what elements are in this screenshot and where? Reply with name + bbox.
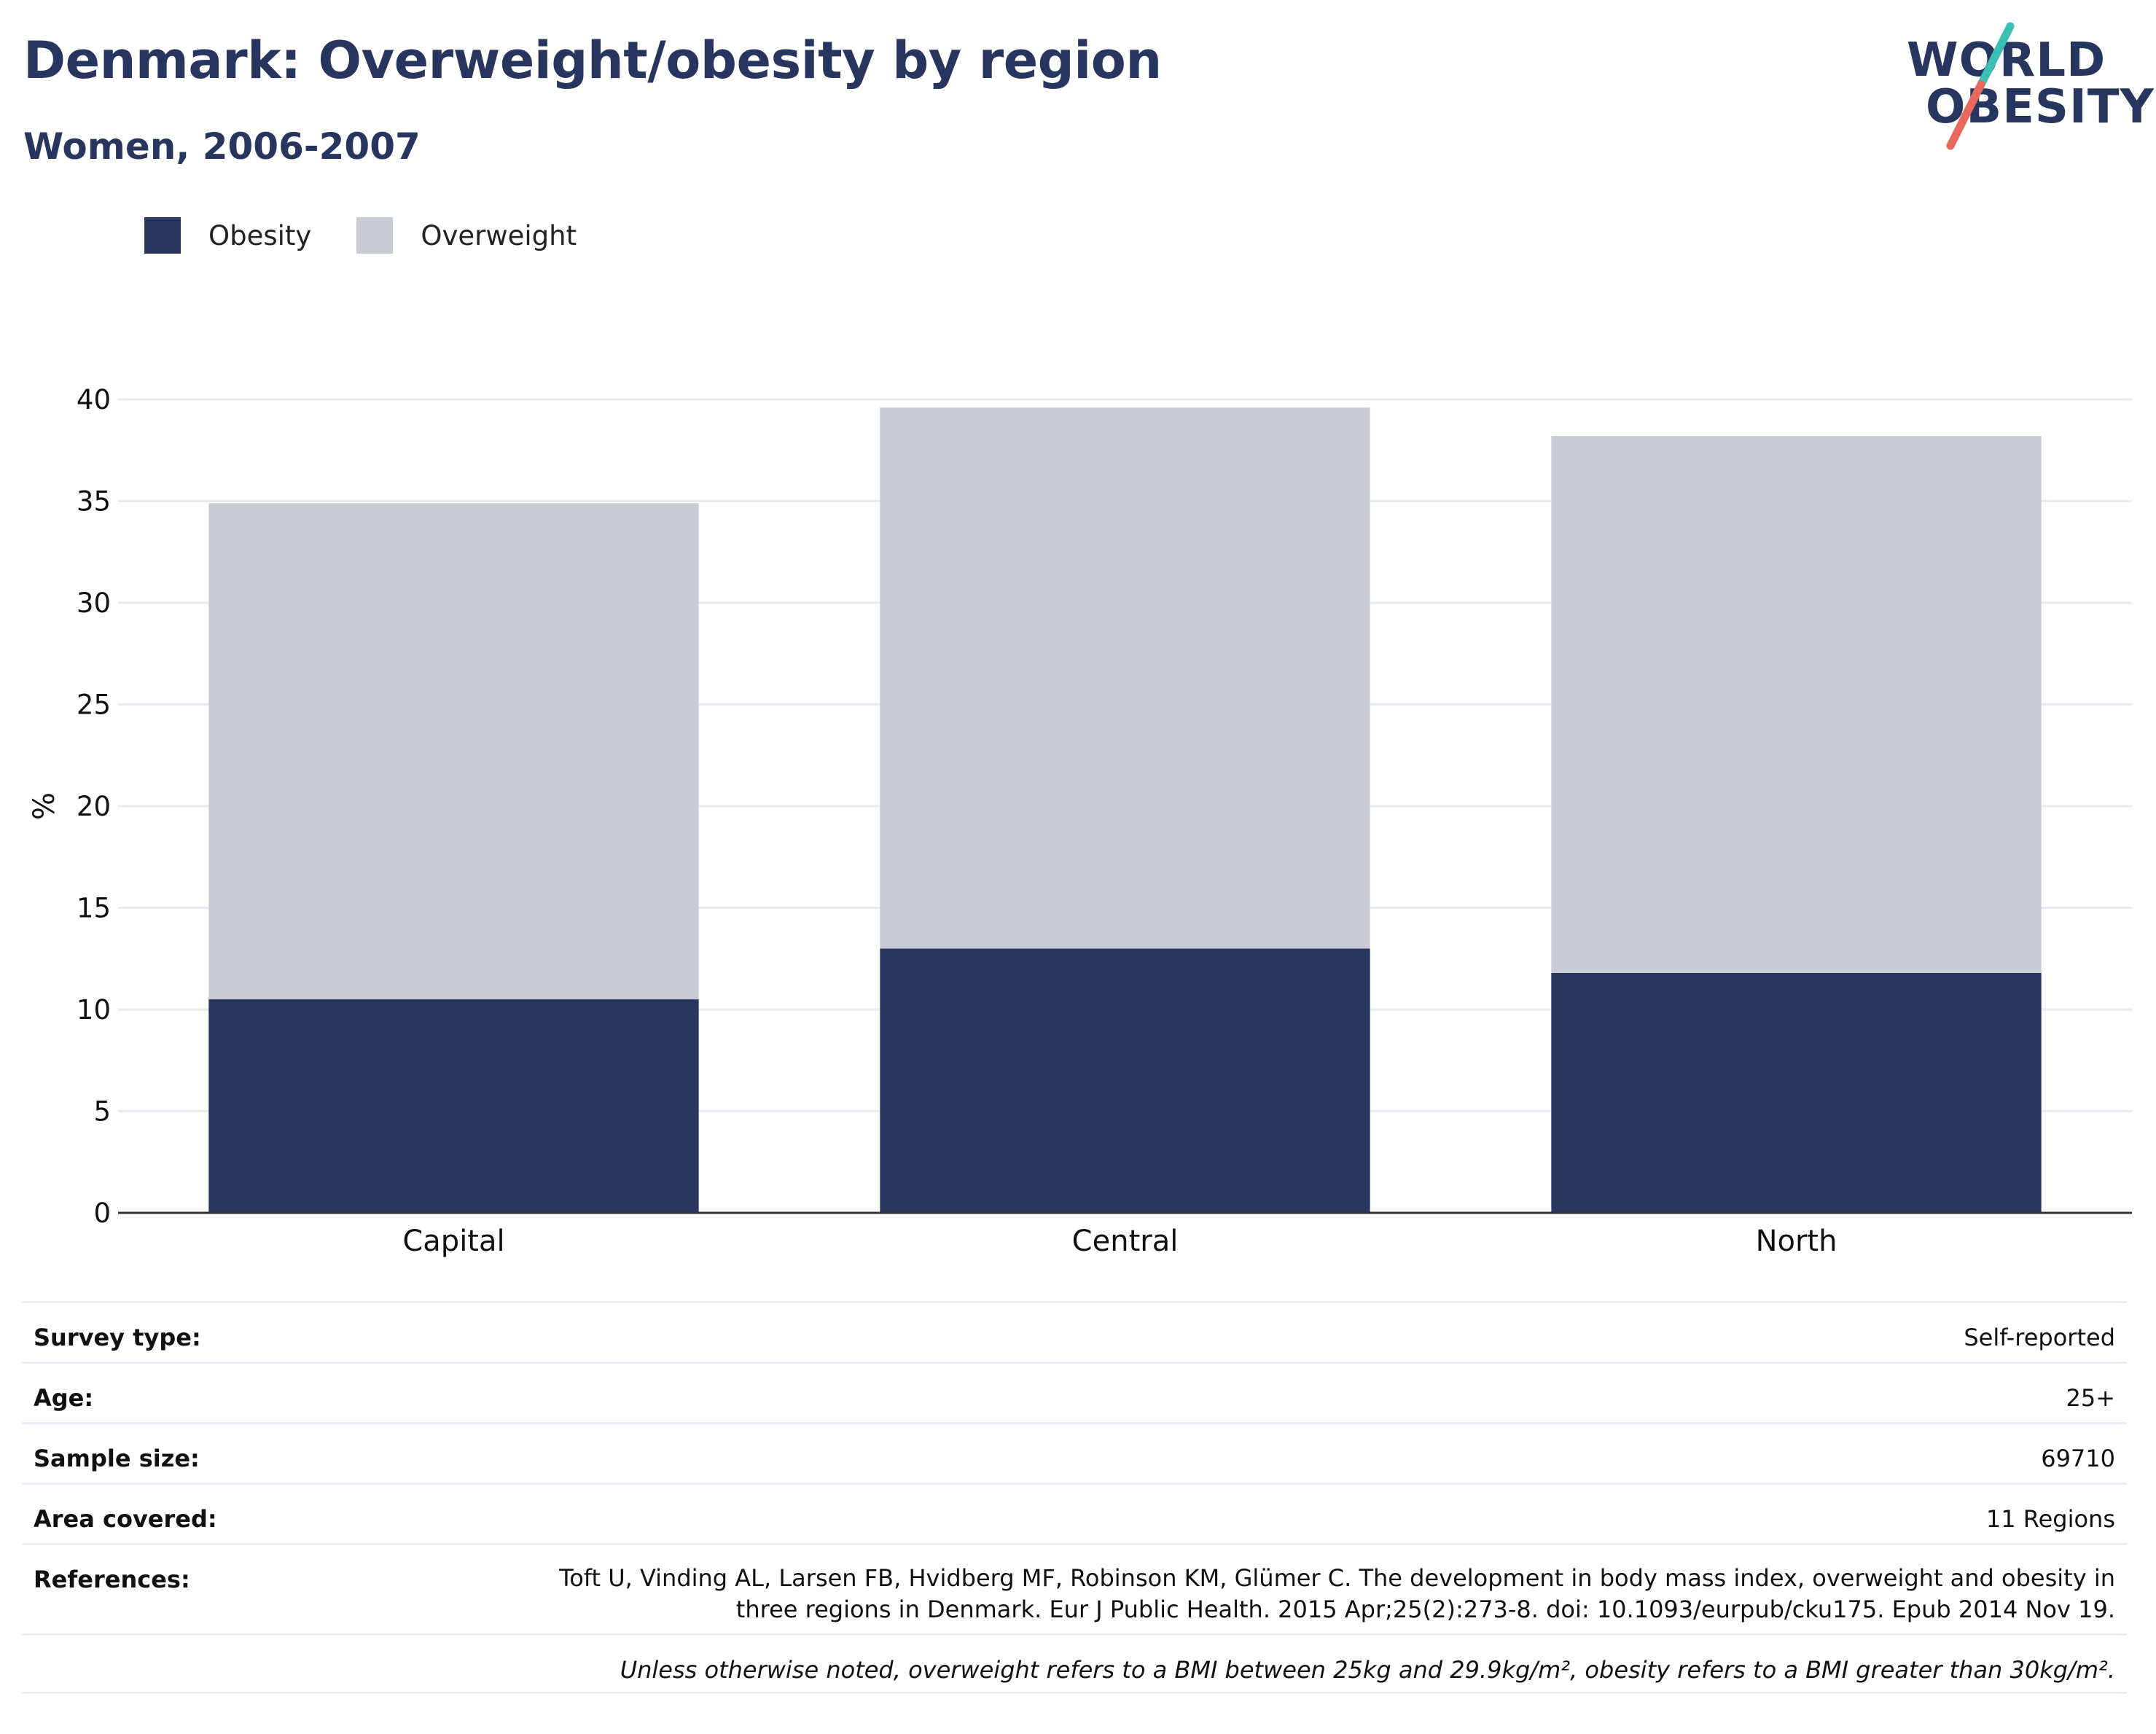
y-tick-label: 40 bbox=[77, 384, 111, 415]
info-label: Age: bbox=[34, 1384, 94, 1412]
bar-overweight-central bbox=[880, 407, 1370, 949]
info-label: Survey type: bbox=[34, 1324, 201, 1351]
legend-label-obesity: Obesity bbox=[208, 219, 312, 251]
world-obesity-logo: WORLD OBESITY bbox=[1895, 22, 2154, 153]
info-row-note: Unless otherwise noted, overweight refer… bbox=[22, 1633, 2127, 1694]
info-row-references: References: Toft U, Vinding AL, Larsen F… bbox=[22, 1543, 2127, 1633]
y-tick-label: 5 bbox=[93, 1096, 111, 1128]
info-value: 25+ bbox=[2066, 1384, 2115, 1412]
y-axis-label: % bbox=[28, 792, 61, 820]
page-subtitle: Women, 2006-2007 bbox=[23, 125, 421, 168]
legend-item-obesity[interactable]: Obesity bbox=[144, 217, 311, 254]
bar-overweight-north bbox=[1551, 436, 2042, 973]
stacked-bar-chart: 0 5 10 15 20 25 30 35 40% Capital Central North bbox=[28, 384, 2132, 1258]
bmi-definition-note: Unless otherwise noted, overweight refer… bbox=[620, 1656, 2115, 1684]
info-row-age: Age: 25+ bbox=[22, 1362, 2127, 1422]
legend-swatch-overweight bbox=[356, 217, 394, 254]
info-row-area-covered: Area covered: 11 Regions bbox=[22, 1483, 2127, 1543]
legend-item-overweight[interactable]: Overweight bbox=[356, 217, 577, 254]
x-tick-label: Central bbox=[1072, 1225, 1179, 1258]
info-label: Area covered: bbox=[34, 1505, 217, 1533]
bar-obesity-central bbox=[880, 948, 1370, 1213]
y-tick-label: 25 bbox=[77, 690, 111, 721]
legend-label-overweight: Overweight bbox=[421, 219, 577, 251]
y-tick-label: 0 bbox=[93, 1198, 111, 1229]
y-tick-label: 35 bbox=[77, 486, 111, 518]
x-tick-label: Capital bbox=[402, 1225, 504, 1258]
bar-obesity-north bbox=[1551, 972, 2042, 1213]
slash-logo-icon bbox=[1946, 22, 2015, 150]
bar-overweight-capital bbox=[208, 503, 699, 1000]
bar-obesity-capital bbox=[208, 999, 699, 1213]
info-value: Self-reported bbox=[1964, 1324, 2115, 1351]
info-row-sample-size: Sample size: 69710 bbox=[22, 1422, 2127, 1483]
info-row-survey-type: Survey type: Self-reported bbox=[22, 1301, 2127, 1362]
x-tick-label: North bbox=[1756, 1225, 1837, 1258]
y-tick-label: 15 bbox=[77, 893, 111, 924]
chart-legend: Obesity Overweight bbox=[144, 217, 622, 254]
legend-swatch-obesity bbox=[144, 217, 181, 254]
y-tick-label: 10 bbox=[77, 994, 111, 1026]
page-title: Denmark: Overweight/obesity by region bbox=[23, 31, 1162, 90]
references-text: Toft U, Vinding AL, Larsen FB, Hvidberg … bbox=[559, 1564, 2115, 1623]
y-tick-label: 30 bbox=[77, 587, 111, 619]
info-label: References: bbox=[34, 1566, 190, 1593]
info-value: 69710 bbox=[2041, 1445, 2115, 1472]
survey-info-table: Survey type: Self-reported Age: 25+ Samp… bbox=[22, 1301, 2127, 1694]
info-value: 11 Regions bbox=[1985, 1505, 2115, 1533]
info-label: Sample size: bbox=[34, 1445, 200, 1472]
y-tick-label: 20 bbox=[77, 791, 111, 822]
